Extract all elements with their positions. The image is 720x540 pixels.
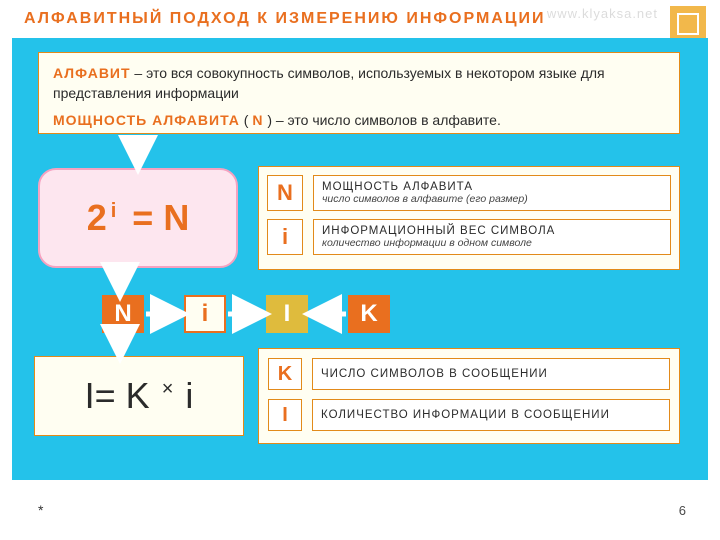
second-formula: I= K × i bbox=[85, 375, 194, 417]
slide-title: АЛФАВИТНЫЙ ПОДХОД К ИЗМЕРЕНИЮ ИНФОРМАЦИИ bbox=[24, 10, 546, 28]
slide-stage: www.klyaksa.net АЛФАВИТНЫЙ ПОДХОД К ИЗМЕ… bbox=[0, 0, 720, 540]
keyword-power: МОЩНОСТЬ АЛФАВИТА bbox=[53, 112, 240, 128]
legend-row: N МОЩНОСТЬ АЛФАВИТА число символов в алф… bbox=[267, 175, 671, 211]
page-number: 6 bbox=[679, 503, 686, 518]
chip-I-lower: I bbox=[268, 399, 302, 431]
chip-i: i bbox=[267, 219, 303, 255]
flow-chip-I: I bbox=[266, 295, 308, 333]
flow-chip-K: K bbox=[348, 295, 390, 333]
flow-chip-row: N i I K bbox=[102, 295, 390, 333]
definition-line1: АЛФАВИТ – это вся совокупность символов,… bbox=[53, 63, 665, 104]
keyword-alphabet: АЛФАВИТ bbox=[53, 65, 131, 81]
legend-lower: K ЧИСЛО СИМВОЛОВ В СООБЩЕНИИ I КОЛИЧЕСТВ… bbox=[258, 348, 680, 444]
symbol-N: N bbox=[252, 112, 263, 128]
legend-desc: КОЛИЧЕСТВО ИНФОРМАЦИИ В СООБЩЕНИИ bbox=[312, 399, 670, 431]
footnote-star: * bbox=[38, 502, 43, 518]
legend-upper: N МОЩНОСТЬ АЛФАВИТА число символов в алф… bbox=[258, 166, 680, 270]
chip-K: K bbox=[268, 358, 302, 390]
main-formula: 2i = N bbox=[87, 197, 190, 239]
second-formula-box: I= K × i bbox=[34, 356, 244, 436]
flow-chip-N: N bbox=[102, 295, 144, 333]
watermark: www.klyaksa.net bbox=[547, 6, 658, 21]
chip-N: N bbox=[267, 175, 303, 211]
definition-line1-rest: – это вся совокупность символов, использ… bbox=[53, 65, 605, 101]
definition-line2: МОЩНОСТЬ АЛФАВИТА ( N ) – это число симв… bbox=[53, 110, 665, 130]
definition-box: АЛФАВИТ – это вся совокупность символов,… bbox=[38, 52, 680, 134]
legend-desc: ЧИСЛО СИМВОЛОВ В СООБЩЕНИИ bbox=[312, 358, 670, 390]
legend-desc: ИНФОРМАЦИОННЫЙ ВЕС СИМВОЛА количество ин… bbox=[313, 219, 671, 255]
legend-row: i ИНФОРМАЦИОННЫЙ ВЕС СИМВОЛА количество … bbox=[267, 219, 671, 255]
legend-row: I КОЛИЧЕСТВО ИНФОРМАЦИИ В СООБЩЕНИИ bbox=[268, 399, 670, 431]
legend-desc: МОЩНОСТЬ АЛФАВИТА число символов в алфав… bbox=[313, 175, 671, 211]
corner-badge bbox=[670, 6, 706, 42]
legend-row: K ЧИСЛО СИМВОЛОВ В СООБЩЕНИИ bbox=[268, 358, 670, 390]
main-formula-box: 2i = N bbox=[38, 168, 238, 268]
flow-chip-i: i bbox=[184, 295, 226, 333]
corner-badge-icon bbox=[677, 13, 699, 35]
